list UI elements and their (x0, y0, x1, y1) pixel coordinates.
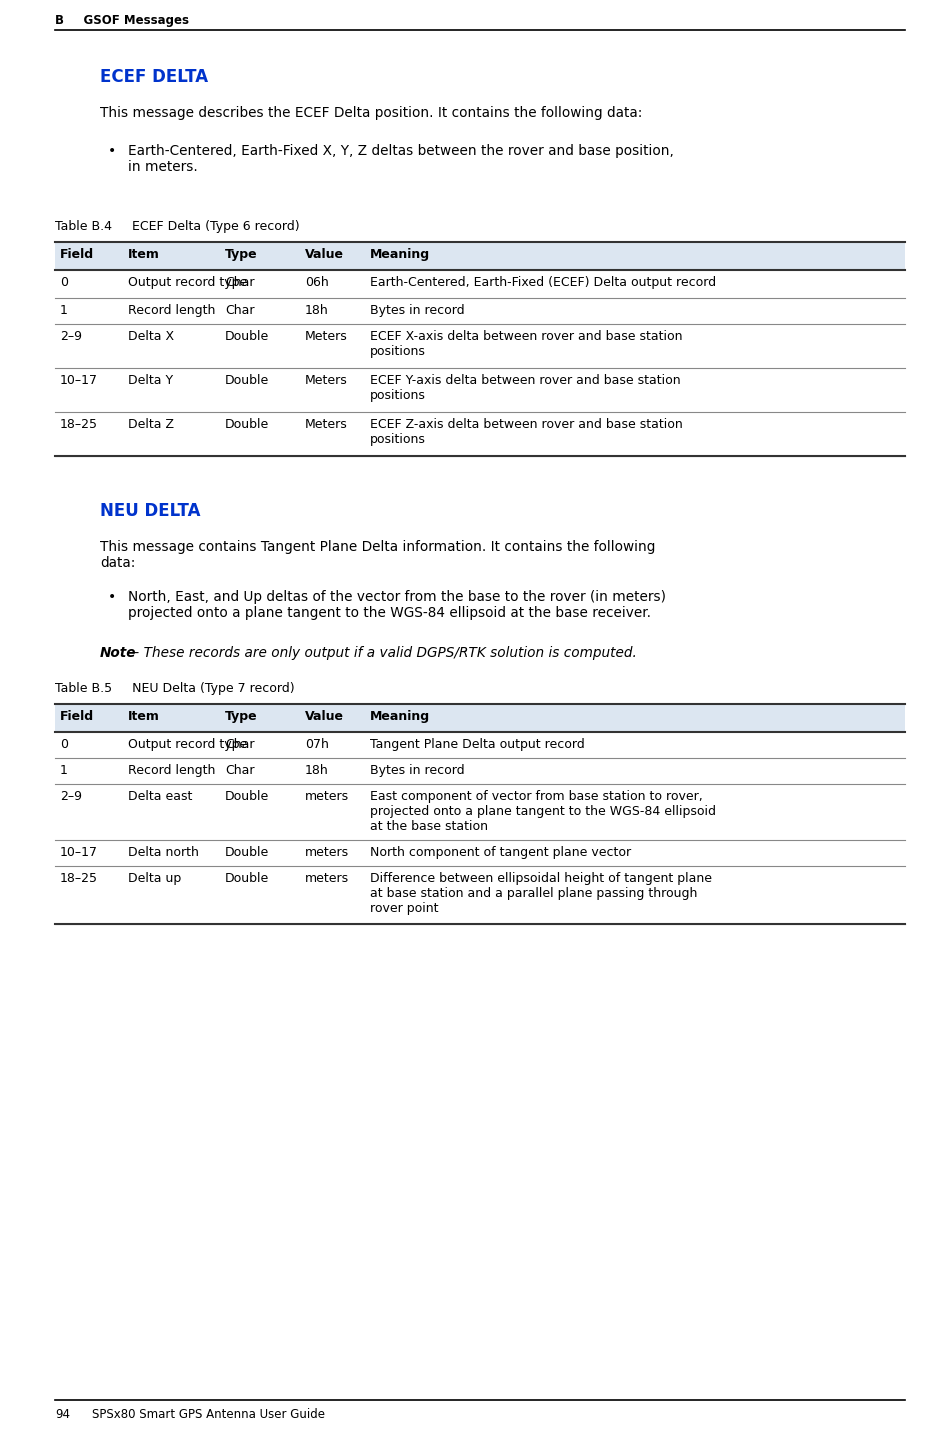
Text: 1: 1 (60, 305, 68, 317)
Text: Delta east: Delta east (128, 789, 193, 804)
Text: Difference between ellipsoidal height of tangent plane
at base station and a par: Difference between ellipsoidal height of… (370, 872, 712, 915)
Text: Value: Value (305, 247, 344, 262)
Text: Char: Char (225, 764, 254, 776)
Text: 06h: 06h (305, 276, 329, 289)
Text: SPSx80 Smart GPS Antenna User Guide: SPSx80 Smart GPS Antenna User Guide (77, 1409, 325, 1421)
Text: Type: Type (225, 711, 258, 724)
Text: Char: Char (225, 276, 254, 289)
Text: Double: Double (225, 872, 269, 885)
Text: 10–17: 10–17 (60, 847, 98, 859)
Text: This message describes the ECEF Delta position. It contains the following data:: This message describes the ECEF Delta po… (100, 106, 642, 120)
Text: Meaning: Meaning (370, 247, 430, 262)
Text: Char: Char (225, 305, 254, 317)
Text: 0: 0 (60, 276, 68, 289)
Text: •: • (108, 591, 116, 603)
Text: meters: meters (305, 789, 349, 804)
Text: Meters: Meters (305, 418, 348, 430)
Text: Field: Field (60, 247, 94, 262)
Text: ECEF X-axis delta between rover and base station
positions: ECEF X-axis delta between rover and base… (370, 330, 682, 358)
Text: NEU DELTA: NEU DELTA (100, 502, 200, 521)
Text: 94: 94 (55, 1409, 70, 1421)
Text: Double: Double (225, 375, 269, 388)
Text: Delta north: Delta north (128, 847, 199, 859)
Text: Bytes in record: Bytes in record (370, 764, 465, 776)
Text: GSOF Messages: GSOF Messages (67, 14, 189, 27)
Text: Meaning: Meaning (370, 711, 430, 724)
Text: 2–9: 2–9 (60, 789, 82, 804)
Text: Field: Field (60, 711, 94, 724)
Text: Double: Double (225, 418, 269, 430)
Text: Char: Char (225, 738, 254, 751)
Bar (55, 704, 905, 732)
Text: Record length: Record length (128, 764, 215, 776)
Text: ECEF DELTA: ECEF DELTA (100, 69, 209, 86)
Text: – These records are only output if a valid DGPS/RTK solution is computed.: – These records are only output if a val… (128, 646, 637, 661)
Text: ECEF Y-axis delta between rover and base station
positions: ECEF Y-axis delta between rover and base… (370, 375, 681, 402)
Text: ECEF Z-axis delta between rover and base station
positions: ECEF Z-axis delta between rover and base… (370, 418, 682, 446)
Text: Bytes in record: Bytes in record (370, 305, 465, 317)
Text: Table B.4     ECEF Delta (Type 6 record): Table B.4 ECEF Delta (Type 6 record) (55, 220, 300, 233)
Text: 07h: 07h (305, 738, 329, 751)
Text: Delta Z: Delta Z (128, 418, 174, 430)
Text: East component of vector from base station to rover,
projected onto a plane tang: East component of vector from base stati… (370, 789, 716, 834)
Text: 18h: 18h (305, 764, 329, 776)
Text: Delta up: Delta up (128, 872, 182, 885)
Text: 1: 1 (60, 764, 68, 776)
Text: 18–25: 18–25 (60, 872, 98, 885)
Text: Meters: Meters (305, 375, 348, 388)
Bar (55, 242, 905, 270)
Text: Table B.5     NEU Delta (Type 7 record): Table B.5 NEU Delta (Type 7 record) (55, 682, 294, 695)
Text: 2–9: 2–9 (60, 330, 82, 343)
Text: Type: Type (225, 247, 258, 262)
Text: meters: meters (305, 872, 349, 885)
Text: meters: meters (305, 847, 349, 859)
Text: This message contains Tangent Plane Delta information. It contains the following: This message contains Tangent Plane Delt… (100, 541, 655, 571)
Text: 0: 0 (60, 738, 68, 751)
Text: Value: Value (305, 711, 344, 724)
Text: North, East, and Up deltas of the vector from the base to the rover (in meters)
: North, East, and Up deltas of the vector… (128, 591, 666, 621)
Text: Item: Item (128, 711, 160, 724)
Text: Note: Note (100, 646, 137, 661)
Text: Double: Double (225, 847, 269, 859)
Text: Earth-Centered, Earth-Fixed X, Y, Z deltas between the rover and base position,
: Earth-Centered, Earth-Fixed X, Y, Z delt… (128, 144, 674, 174)
Text: Double: Double (225, 330, 269, 343)
Text: Double: Double (225, 789, 269, 804)
Text: B: B (55, 14, 64, 27)
Text: Tangent Plane Delta output record: Tangent Plane Delta output record (370, 738, 585, 751)
Text: 10–17: 10–17 (60, 375, 98, 388)
Text: Delta X: Delta X (128, 330, 174, 343)
Text: Output record type: Output record type (128, 276, 248, 289)
Text: Record length: Record length (128, 305, 215, 317)
Text: Earth-Centered, Earth-Fixed (ECEF) Delta output record: Earth-Centered, Earth-Fixed (ECEF) Delta… (370, 276, 716, 289)
Text: 18–25: 18–25 (60, 418, 98, 430)
Text: Item: Item (128, 247, 160, 262)
Text: Output record type: Output record type (128, 738, 248, 751)
Text: 18h: 18h (305, 305, 329, 317)
Text: North component of tangent plane vector: North component of tangent plane vector (370, 847, 631, 859)
Text: Delta Y: Delta Y (128, 375, 173, 388)
Text: Meters: Meters (305, 330, 348, 343)
Text: •: • (108, 144, 116, 157)
